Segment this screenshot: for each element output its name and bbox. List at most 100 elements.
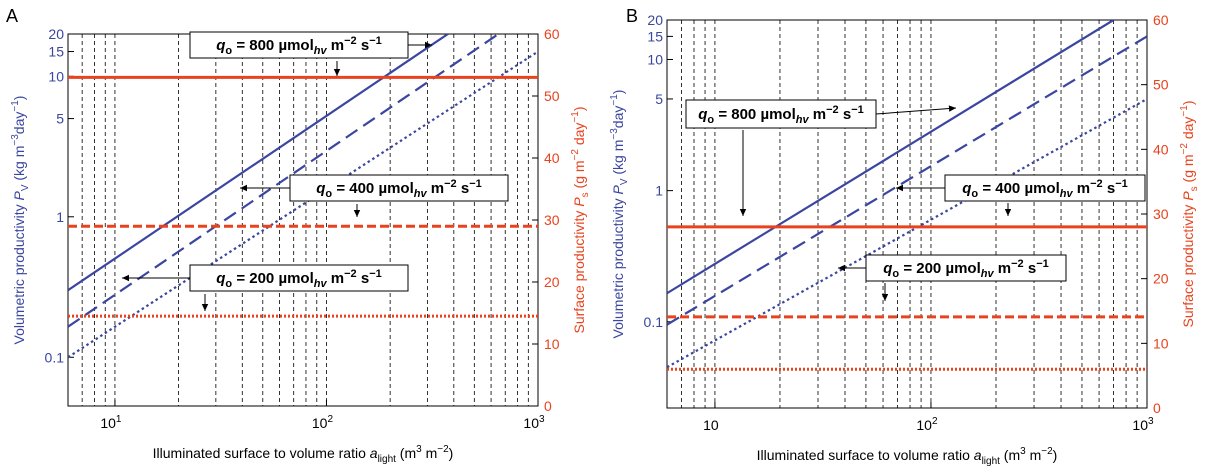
axis-label-text: Surface productivity — [571, 207, 587, 334]
axis-label-unit: (m — [396, 445, 416, 461]
axis-label-text: Volumetric productivity — [610, 195, 626, 339]
y-right-tick-label: 10 — [544, 336, 560, 352]
annotation-exponent: −2 — [826, 104, 839, 116]
y-right-tick-label: 30 — [544, 212, 560, 228]
axis-label-unit: ) — [1053, 447, 1058, 463]
axis-label-symbol: P — [571, 197, 587, 207]
annotation-symbol: q — [216, 37, 225, 54]
y-right-tick-label: 10 — [1153, 335, 1169, 351]
annotation-value: = 800 — [232, 37, 274, 54]
axis-label-text: Volumetric productivity — [11, 201, 27, 345]
series-line-volumetric-dashed — [667, 35, 1147, 326]
annotation-unit-sub: hv — [414, 188, 428, 200]
axis-label-exponent: −2 — [1041, 446, 1053, 457]
annotation-arrow-head — [838, 264, 845, 272]
y-left-tick-label: 10 — [647, 51, 663, 67]
annotation-exponent: −2 — [1011, 258, 1024, 270]
y-left-tick-label: 20 — [48, 26, 64, 42]
annotation-label: qo = 400 µmolhv m−2 s−1 — [962, 178, 1127, 200]
annotation-symbol: q — [216, 270, 225, 287]
annotation-box — [189, 264, 409, 292]
annotation-unit: s — [457, 180, 470, 197]
annotation-unit: s — [1103, 180, 1116, 197]
y-right-tick-label: 40 — [1153, 141, 1169, 157]
axis-label-subscript: V — [20, 184, 31, 191]
y-right-tick-label: 0 — [1153, 400, 1161, 416]
axis-label-text: Illuminated surface to volume ratio — [153, 445, 370, 461]
x-tick-exponent: 2 — [327, 414, 333, 425]
y-left-axis-label: Volumetric productivity PV (kg m−3day−1) — [10, 96, 31, 345]
axis-label-unit: m — [1026, 447, 1042, 463]
annotation-arrow-head — [948, 105, 956, 112]
axis-label-subscript: s — [1189, 186, 1200, 191]
series-line-volumetric-solid — [667, 20, 1115, 295]
series-line-volumetric-dotted — [68, 50, 538, 359]
annotation-unit: µmol — [1020, 180, 1059, 197]
annotation-arrow-head — [881, 294, 889, 301]
annotation-label: qo = 200 µmolhv m−2 s−1 — [216, 268, 381, 290]
plot-frame — [67, 33, 539, 407]
y-right-axis-label: Surface productivity Ps (g m−2 day−1) — [1179, 100, 1200, 327]
annotation-label: qo = 800 µmolhv m−2 s−1 — [216, 35, 381, 57]
x-tick-label: 10 — [703, 417, 719, 433]
annotation-subscript: o — [892, 268, 899, 280]
axis-label-unit: ) — [1180, 100, 1196, 105]
x-axis-label: Illuminated surface to volume ratio alig… — [153, 444, 454, 465]
annotation-800: qo = 800 µmolhv m−2 s−1 — [189, 31, 432, 76]
grid — [81, 34, 529, 406]
panel-label-b: B — [626, 6, 638, 26]
x-tick-label: 103 — [523, 414, 545, 431]
annotation-unit-sub: hv — [314, 278, 328, 290]
annotation-unit: µmol — [274, 37, 313, 54]
axis-label-unit: day — [610, 106, 626, 129]
y-right-tick-label: 0 — [544, 398, 552, 414]
y-left-tick-label: 1 — [56, 209, 64, 225]
annotation-unit: µmol — [941, 260, 980, 277]
x-tick-exponent: 2 — [932, 416, 938, 427]
axis-label-subscript: light — [982, 456, 1001, 467]
annotation-box — [289, 174, 509, 202]
y-left-tick-label: 20 — [647, 12, 663, 28]
annotation-exponent: −2 — [344, 268, 357, 280]
series-line-volumetric-dotted — [667, 97, 1147, 369]
plot-frame — [666, 19, 1148, 409]
annotation-subscript: o — [971, 188, 978, 200]
y-left-tick-label: 0.1 — [45, 349, 65, 365]
annotation-value: = 400 — [332, 180, 374, 197]
axis-label-unit: ) — [610, 90, 626, 95]
axis-label-symbol: a — [370, 445, 378, 461]
annotation-box — [865, 254, 1067, 282]
annotation-exponent: −1 — [1115, 178, 1128, 190]
annotation-unit: s — [357, 37, 370, 54]
x-tick-base: 10 — [100, 415, 116, 431]
x-tick-base: 10 — [703, 417, 719, 433]
y-right-tick-label: 60 — [1153, 12, 1169, 28]
annotation-box — [189, 31, 409, 59]
annotation-label: qo = 400 µmolhv m−2 s−1 — [316, 178, 481, 200]
annotation-label: qo = 800 µmolhv m−2 s−1 — [698, 104, 863, 126]
annotation-arrow-head — [353, 210, 361, 217]
axis-label-unit: (kg m — [11, 146, 27, 185]
annotation-subscript: o — [225, 278, 232, 290]
annotation-200: qo = 200 µmolhv m−2 s−1 — [838, 254, 1067, 301]
axis-label-unit: day — [1180, 117, 1196, 143]
y-right-tick-label: 60 — [544, 26, 560, 42]
y-left-tick-label: 10 — [48, 68, 64, 84]
axis-label-text: Illuminated surface to volume ratio — [757, 447, 974, 463]
annotation-400: qo = 400 µmolhv m−2 s−1 — [896, 174, 1146, 216]
annotation-unit: m — [327, 270, 345, 287]
y-left-tick-label: 1 — [655, 183, 663, 199]
axis-label-subscript: light — [378, 454, 397, 465]
panel-label-a: A — [6, 6, 18, 26]
annotation-unit: m — [1073, 180, 1091, 197]
axis-label-unit: day — [571, 123, 587, 149]
axis-label-exponent: 3 — [416, 444, 422, 455]
x-tick-label: 102 — [916, 416, 938, 433]
series-group — [667, 20, 1147, 371]
annotation-exponent: −1 — [469, 178, 482, 190]
annotation-400: qo = 400 µmolhv m−2 s−1 — [240, 174, 509, 217]
x-tick-label: 103 — [1132, 416, 1154, 433]
axis-label-unit: (g m — [571, 160, 587, 192]
